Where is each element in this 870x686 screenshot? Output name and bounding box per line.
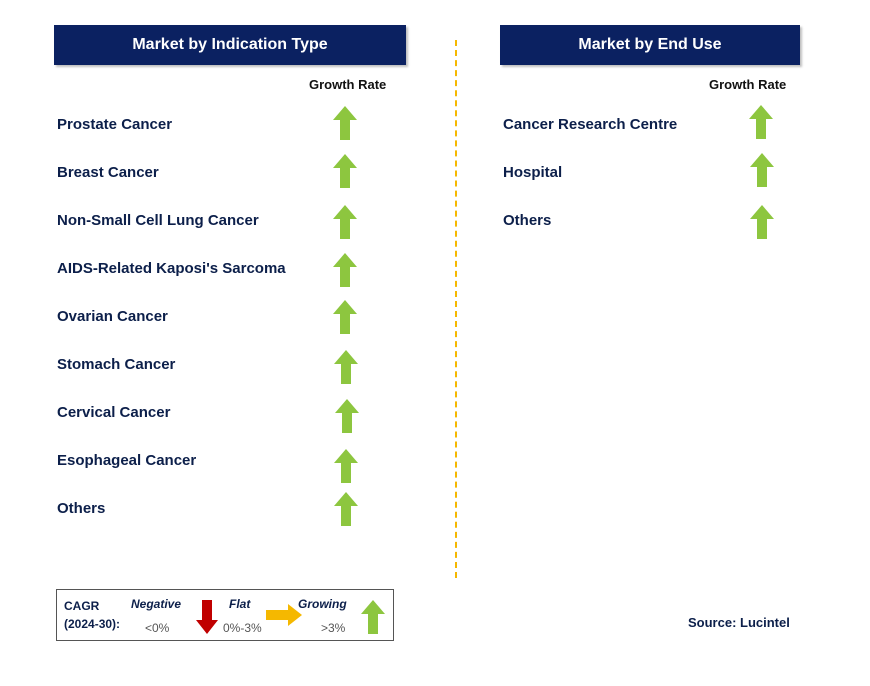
legend-negative-label: Negative [131,597,182,611]
legend-negative-range: <0% [145,621,170,635]
list-item: Esophageal Cancer [57,448,196,472]
legend-growing-range: >3% [321,621,346,635]
item-label: Hospital [503,163,563,181]
up-arrow-icon [750,205,774,239]
up-arrow-icon [333,300,357,334]
list-item: Cervical Cancer [57,400,170,424]
list-item: Stomach Cancer [57,352,175,376]
item-label: Others [503,211,552,229]
item-label: Non-Small Cell Lung Cancer [57,211,259,229]
up-arrow-icon [333,106,357,140]
list-item: Prostate Cancer [57,112,172,136]
list-item: Others [503,208,551,232]
item-label: Ovarian Cancer [57,307,168,325]
legend-period-label: (2024-30): [64,617,121,631]
legend-flat-label: Flat [229,597,251,611]
list-item: Cancer Research Centre [503,112,677,136]
end-use-header: Market by End Use [500,25,800,65]
up-arrow-icon [334,350,358,384]
item-label: Esophageal Cancer [57,451,197,469]
up-arrow-icon [749,105,773,139]
item-label: AIDS-Related Kaposi's Sarcoma [57,259,286,277]
up-arrow-icon [750,153,774,187]
list-item: Others [57,496,105,520]
legend-flat-range: 0%-3% [223,621,262,635]
legend-cagr-label: CAGR [64,599,100,613]
up-arrow-icon [334,449,358,483]
right-growth-rate-header: Growth Rate [709,77,787,92]
up-arrow-icon [333,205,357,239]
item-label: Cervical Cancer [57,403,171,421]
list-item: AIDS-Related Kaposi's Sarcoma [57,256,286,280]
left-growth-rate-header: Growth Rate [309,77,387,92]
item-label: Cancer Research Centre [503,115,678,133]
list-item: Hospital [503,160,562,184]
down-arrow-icon [196,600,218,634]
up-arrow-icon [333,154,357,188]
up-arrow-icon [335,399,359,433]
end-use-title: Market by End Use [578,36,722,53]
list-item: Ovarian Cancer [57,304,168,328]
item-label: Prostate Cancer [57,115,173,133]
panel-divider [455,40,457,578]
up-arrow-icon [333,253,357,287]
item-label: Breast Cancer [57,163,159,181]
indication-type-header: Market by Indication Type [54,25,406,65]
item-label: Stomach Cancer [57,355,176,373]
legend-growing-label: Growing [298,597,347,611]
up-arrow-icon [361,600,385,634]
indication-type-title: Market by Indication Type [132,36,328,53]
up-arrow-icon [334,492,358,526]
list-item: Non-Small Cell Lung Cancer [57,208,259,232]
list-item: Breast Cancer [57,160,159,184]
item-label: Others [57,499,106,517]
cagr-legend: CAGR (2024-30): Negative <0% Flat 0%-3% … [56,589,394,641]
source-label: Source: Lucintel [688,615,790,630]
right-arrow-icon [266,604,302,626]
